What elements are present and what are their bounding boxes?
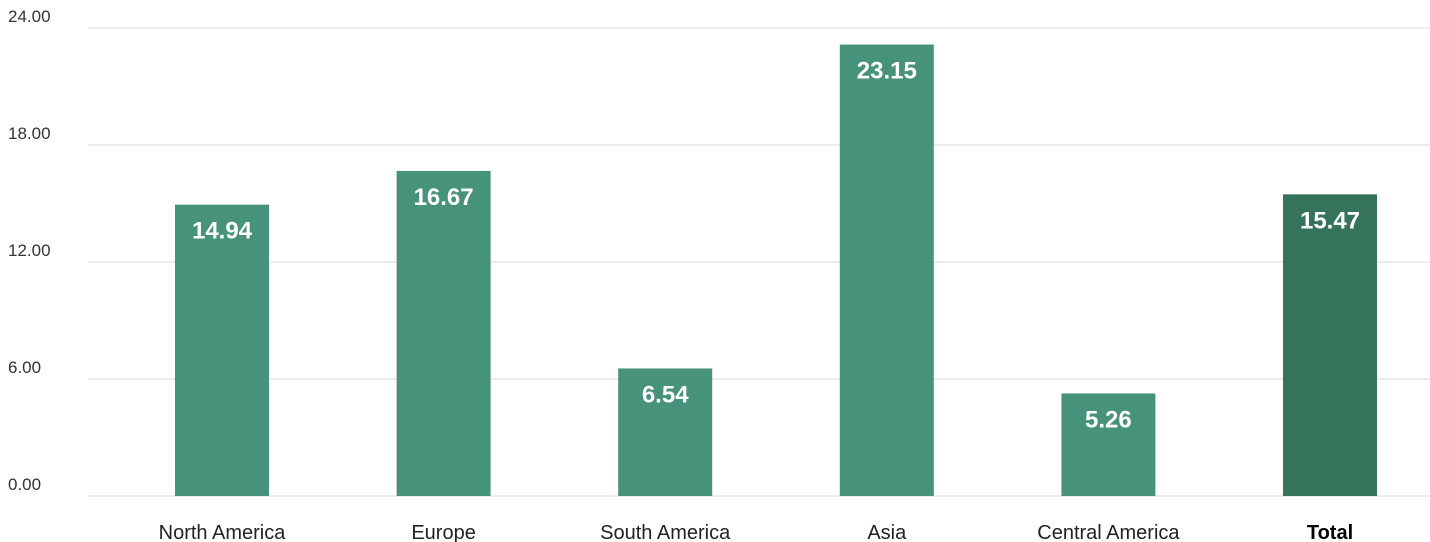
bar [396,170,491,496]
y-axis-ticks: 0.00 6.00 12.00 18.00 24.00 [8,7,51,494]
data-label: 16.67 [414,184,474,211]
x-axis-labels: North America Europe South America Asia Cent… [159,522,1354,542]
y-tick-label: 6.00 [8,358,41,377]
data-label: 5.26 [1085,406,1132,433]
y-tick-label: 18.00 [8,124,51,143]
x-tick-label: North America [159,522,287,542]
data-label: 6.54 [642,381,689,408]
bars [175,44,1377,497]
gridlines [88,27,1430,497]
bar [1061,393,1156,496]
x-tick-label: Asia [867,522,907,542]
bar-total [1283,194,1377,496]
x-tick-label: Europe [411,522,476,542]
bar [175,204,269,497]
data-labels: 14.94 16.67 6.54 23.15 5.26 15.47 [192,58,1360,434]
x-tick-label: South America [600,522,731,542]
x-tick-label: Total [1307,522,1353,542]
y-tick-label: 12.00 [8,241,51,260]
y-tick-label: 24.00 [8,7,51,26]
data-label: 14.94 [192,218,253,245]
x-tick-label: Central America [1037,522,1180,542]
y-tick-label: 0.00 [8,475,41,494]
bar [618,368,713,496]
bar [839,44,934,496]
data-label: 23.15 [857,58,917,85]
data-label: 15.47 [1300,207,1360,234]
